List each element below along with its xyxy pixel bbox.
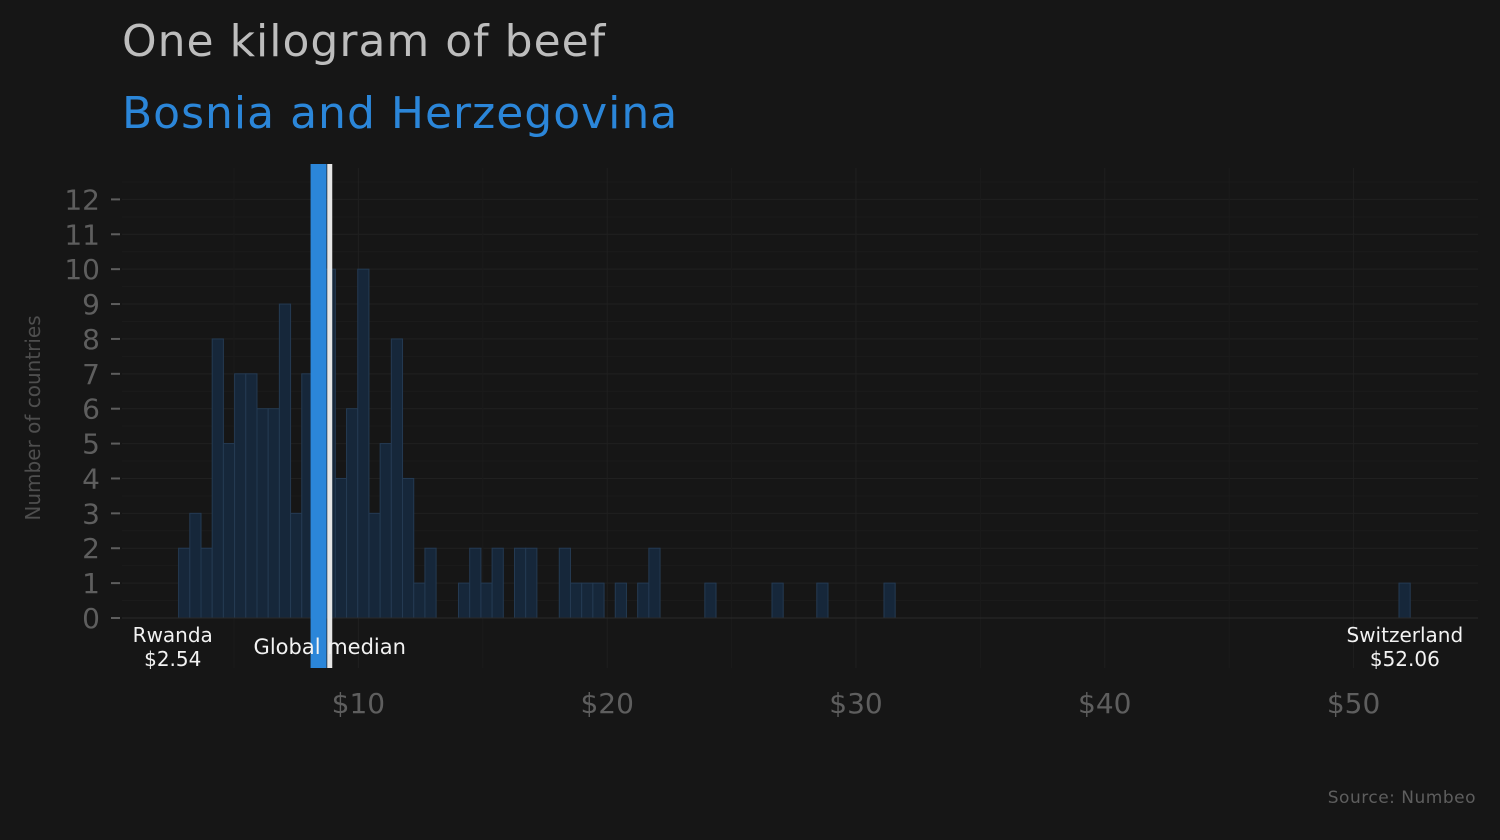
histogram-bar bbox=[1398, 582, 1411, 619]
histogram-bar bbox=[402, 477, 415, 619]
x-tick-label: $10 bbox=[332, 687, 385, 720]
histogram-bar bbox=[390, 338, 404, 619]
x-tick-label: $30 bbox=[829, 687, 882, 720]
y-tick-label: 12 bbox=[64, 183, 100, 216]
median-label: Global median bbox=[254, 635, 406, 659]
histogram-bar bbox=[883, 582, 896, 619]
histogram-bar bbox=[278, 303, 292, 619]
histogram-bar bbox=[569, 582, 583, 619]
y-tick-label: 6 bbox=[82, 393, 100, 426]
histogram-bar bbox=[346, 408, 359, 619]
median-line bbox=[327, 164, 333, 668]
y-tick-label: 2 bbox=[82, 532, 100, 565]
country-highlight-bar bbox=[310, 164, 327, 668]
histogram-bar bbox=[816, 582, 829, 619]
histogram-bar bbox=[334, 477, 348, 619]
x-tick-label: $50 bbox=[1327, 687, 1380, 720]
histogram-bar bbox=[379, 443, 392, 619]
histogram-bar bbox=[458, 582, 471, 619]
histogram-bar bbox=[581, 582, 594, 619]
chart-subtitle: Bosnia and Herzegovina bbox=[122, 88, 679, 139]
histogram-bar bbox=[256, 408, 269, 619]
y-tick-label: 3 bbox=[82, 497, 100, 530]
histogram-bar bbox=[222, 443, 236, 619]
histogram-bar bbox=[469, 547, 482, 619]
y-tick-label: 5 bbox=[82, 428, 100, 461]
x-tick-label: $20 bbox=[580, 687, 633, 720]
histogram-bar bbox=[513, 547, 527, 619]
source-note: Source: Numbeo bbox=[1327, 788, 1476, 808]
histogram-bar bbox=[234, 373, 247, 619]
histogram-bar bbox=[357, 268, 370, 619]
y-tick-label: 10 bbox=[64, 253, 100, 286]
y-tick-label: 8 bbox=[82, 323, 100, 356]
histogram-bar bbox=[200, 547, 213, 619]
y-tick-label: 1 bbox=[82, 567, 100, 600]
histogram-bar bbox=[413, 582, 426, 619]
x-tick-label: $40 bbox=[1078, 687, 1131, 720]
y-tick-label: 11 bbox=[64, 218, 100, 251]
histogram-bar bbox=[491, 547, 504, 619]
histogram-bar bbox=[178, 547, 191, 619]
histogram-bar bbox=[592, 582, 605, 619]
histogram-bar bbox=[480, 582, 493, 619]
histogram-bar bbox=[189, 512, 202, 619]
histogram-bar bbox=[368, 512, 381, 619]
histogram-bar bbox=[290, 512, 303, 619]
y-axis-label: Number of countries bbox=[21, 315, 45, 520]
y-tick-label: 0 bbox=[82, 602, 100, 635]
histogram-bar bbox=[637, 582, 650, 619]
histogram-bar bbox=[211, 338, 224, 619]
histogram-bar bbox=[648, 547, 661, 619]
histogram-bar bbox=[525, 547, 538, 619]
y-tick-label: 4 bbox=[82, 462, 100, 495]
y-tick-label: 7 bbox=[82, 358, 100, 391]
y-tick-label: 9 bbox=[82, 288, 100, 321]
histogram-bar bbox=[424, 547, 437, 619]
annotation-country: Switzerland bbox=[1347, 623, 1464, 647]
histogram-bar bbox=[704, 582, 717, 619]
annotation-country: Rwanda bbox=[133, 623, 213, 647]
histogram-bar bbox=[771, 582, 784, 619]
histogram-bar bbox=[614, 582, 627, 619]
histogram-bar bbox=[267, 408, 280, 619]
histogram-bar bbox=[558, 547, 571, 619]
annotation-price: $52.06 bbox=[1370, 647, 1440, 671]
annotation-price: $2.54 bbox=[144, 647, 201, 671]
chart-title: One kilogram of beef bbox=[122, 16, 607, 67]
histogram-bar bbox=[245, 373, 258, 619]
